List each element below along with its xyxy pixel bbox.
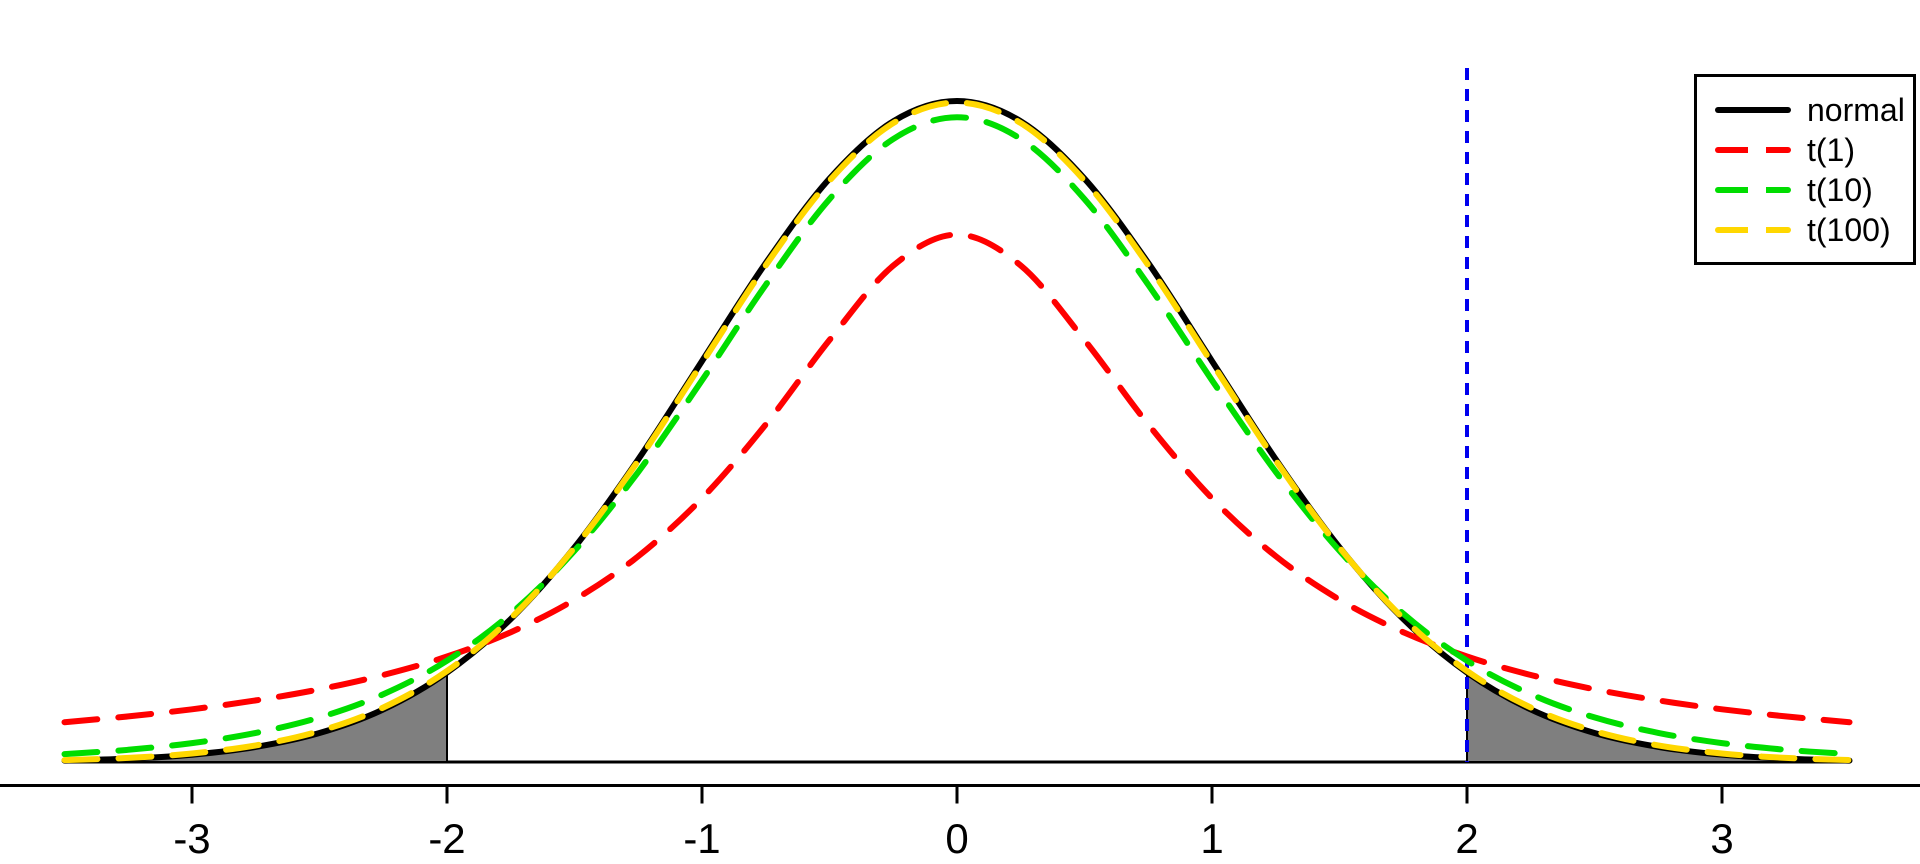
x-tick-label: 0 (945, 815, 968, 862)
legend-label: t(1) (1807, 131, 1855, 168)
t1-curve (61, 231, 1853, 726)
legend-label: t(10) (1807, 171, 1873, 208)
legend-item-t1: t(1) (1697, 130, 1913, 170)
legend-line-sample (1715, 146, 1791, 153)
x-tick-label: -3 (173, 815, 210, 862)
x-tick-label: 3 (1710, 815, 1733, 862)
x-tick-label: 1 (1200, 815, 1223, 862)
legend-line-sample (1715, 186, 1791, 193)
legend-label: normal (1807, 91, 1905, 128)
legend-label: t(100) (1807, 211, 1891, 248)
x-tick-label: -2 (428, 815, 465, 862)
legend: normal t(1) t(10) t(100) (1694, 74, 1916, 265)
t100-curve (61, 99, 1853, 764)
legend-item-t10: t(10) (1697, 170, 1913, 210)
x-tick-label: -1 (683, 815, 720, 862)
normal-curve (61, 97, 1853, 764)
legend-line-sample (1715, 226, 1791, 233)
t10-curve (61, 114, 1853, 758)
legend-line-sample (1715, 106, 1791, 113)
legend-item-normal: normal (1697, 90, 1913, 130)
legend-item-t100: t(100) (1697, 210, 1913, 250)
x-tick-label: 2 (1455, 815, 1478, 862)
